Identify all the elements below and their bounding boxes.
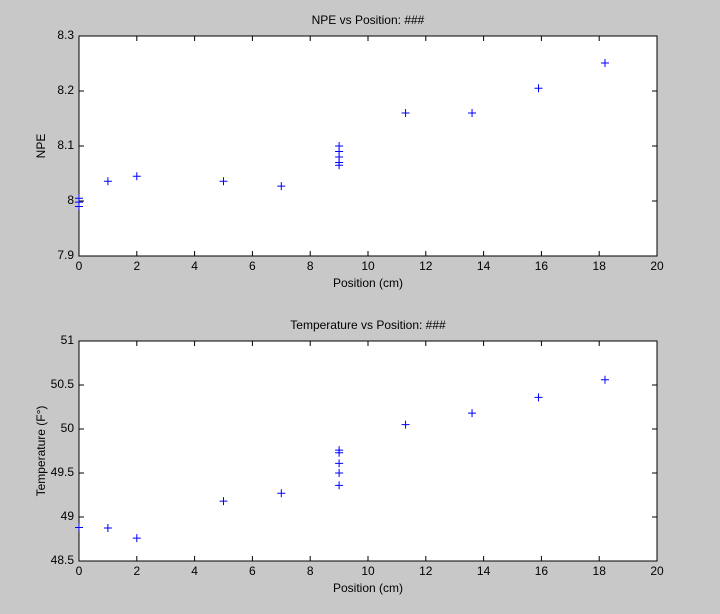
marker <box>103 524 112 532</box>
x-tick-label: 4 <box>191 259 198 273</box>
marker <box>219 497 228 506</box>
marker <box>401 420 410 429</box>
marker <box>277 182 286 191</box>
marker <box>335 448 344 457</box>
marker <box>132 172 141 181</box>
x-axis-label: Position (cm) <box>333 276 403 290</box>
marker <box>401 109 410 117</box>
marker <box>75 523 83 532</box>
marker <box>335 161 344 170</box>
x-tick-label: 20 <box>650 564 664 578</box>
y-tick-label: 48.5 <box>51 553 75 567</box>
chart-title: NPE vs Position: ### <box>312 13 425 27</box>
marker <box>534 84 543 93</box>
x-tick-label: 10 <box>361 259 375 273</box>
x-tick-label: 20 <box>650 259 664 273</box>
y-tick-label: 51 <box>61 333 75 347</box>
marker <box>534 393 543 402</box>
x-tick-label: 6 <box>249 564 256 578</box>
marker <box>468 109 477 117</box>
y-tick-label: 50.5 <box>51 377 75 391</box>
chart-title: Temperature vs Position: ### <box>290 318 446 332</box>
marker <box>103 177 112 186</box>
x-tick-label: 16 <box>535 259 549 273</box>
marker <box>600 375 609 384</box>
y-axis-label: Temperature (F°) <box>34 406 48 497</box>
x-tick-label: 0 <box>76 564 83 578</box>
x-tick-label: 14 <box>477 259 491 273</box>
y-tick-label: 8.3 <box>57 28 74 42</box>
x-tick-label: 2 <box>133 259 140 273</box>
marker <box>335 481 344 490</box>
plot-area <box>78 340 658 562</box>
y-tick-label: 8.2 <box>57 83 74 97</box>
marker <box>277 489 286 498</box>
y-tick-label: 49 <box>61 509 75 523</box>
x-tick-label: 18 <box>593 564 607 578</box>
marker <box>335 469 344 477</box>
x-tick-label: 14 <box>477 564 491 578</box>
marker <box>600 58 609 67</box>
marker <box>132 534 141 543</box>
x-tick-label: 18 <box>593 259 607 273</box>
x-tick-label: 16 <box>535 564 549 578</box>
y-tick-label: 50 <box>61 421 75 435</box>
marker <box>219 177 228 186</box>
x-tick-label: 12 <box>419 564 433 578</box>
x-tick-label: 8 <box>307 259 314 273</box>
x-tick-label: 10 <box>361 564 375 578</box>
x-tick-label: 4 <box>191 564 198 578</box>
x-tick-label: 2 <box>133 564 140 578</box>
x-tick-label: 0 <box>76 259 83 273</box>
x-tick-label: 8 <box>307 564 314 578</box>
y-tick-label: 7.9 <box>57 248 74 262</box>
plot-area <box>78 35 658 257</box>
marker <box>468 409 477 418</box>
y-tick-label: 8.1 <box>57 138 74 152</box>
x-tick-label: 12 <box>419 259 433 273</box>
y-axis-label: NPE <box>34 134 48 159</box>
marker <box>75 202 83 211</box>
y-tick-label: 8 <box>67 193 74 207</box>
x-tick-label: 6 <box>249 259 256 273</box>
marker <box>335 459 344 468</box>
x-axis-label: Position (cm) <box>333 581 403 595</box>
y-tick-label: 49.5 <box>51 465 75 479</box>
